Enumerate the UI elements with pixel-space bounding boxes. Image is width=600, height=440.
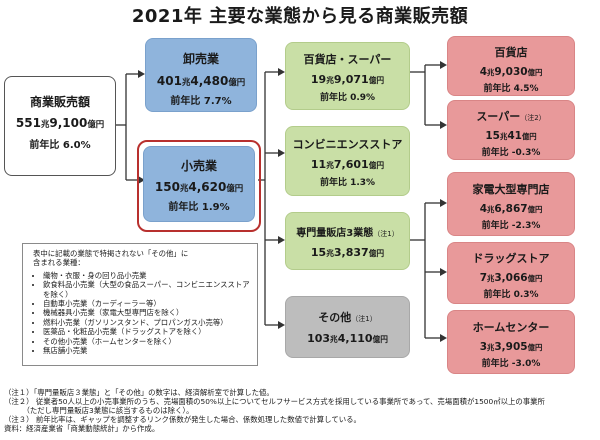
wholesale-yoy: 前年比 7.7% <box>170 96 232 107</box>
electronics-store-amount: 4兆6,867億円 <box>479 203 543 215</box>
dept-super-name: 百貨店・スーパー <box>303 53 392 66</box>
convenience-amount: 11兆7,601億円 <box>310 158 385 171</box>
retail-name: 小売業 <box>180 159 217 173</box>
list-item: 織物・衣服・身の回り品小売業 <box>43 271 251 280</box>
drugstore-name: ドラッグストア <box>472 252 550 265</box>
specialty3-name: 専門量販店3業態（注1） <box>296 228 399 239</box>
electronics-store-box: 家電大型専門店 4兆6,867億円 前年比 -2.3% <box>447 172 575 236</box>
specialty3-amount: 15兆3,837億円 <box>310 246 385 259</box>
total-sales-yoy: 前年比 6.0% <box>29 140 91 151</box>
wholesale-box: 卸売業 401兆4,480億円 前年比 7.7% <box>145 38 257 112</box>
supermarket-amount: 15兆41億円 <box>485 130 537 142</box>
electronics-store-name: 家電大型専門店 <box>472 183 550 196</box>
drugstore-amount: 7兆3,066億円 <box>479 272 543 284</box>
list-item: 飲食料品小売業（大型の食品スーパー、コンビニエンスストア <box>43 280 251 289</box>
other-name: その他（注1） <box>318 311 377 324</box>
list-item: 自動車小売業（カーディーラー等） <box>43 299 251 308</box>
other-amount: 103兆4,110億円 <box>307 332 388 345</box>
supermarket-box: スーパー（注2） 15兆41億円 前年比 -0.3% <box>447 100 575 160</box>
retail-amount: 150兆4,620億円 <box>154 180 244 194</box>
supermarket-yoy: 前年比 -0.3% <box>481 148 541 158</box>
wholesale-amount: 401兆4,480億円 <box>156 74 246 88</box>
convenience-yoy: 前年比 1.3% <box>319 178 376 188</box>
electronics-store-yoy: 前年比 -2.3% <box>481 221 541 231</box>
convenience-box: コンビニエンスストア 11兆7,601億円 前年比 1.3% <box>285 126 410 196</box>
dept-super-yoy: 前年比 0.9% <box>319 93 376 103</box>
retail-highlight-frame <box>137 140 261 232</box>
page-title: 2021年 主要な業態から見る商業販売額 <box>131 6 469 27</box>
dept-super-box: 百貨店・スーパー 19兆9,071億円 前年比 0.9% <box>285 42 410 110</box>
drugstore-yoy: 前年比 0.3% <box>483 290 539 300</box>
note-list: 織物・衣服・身の回り品小売業 飲食料品小売業（大型の食品スーパー、コンビニエンス… <box>33 271 251 356</box>
footnote-3: （注３） 前年比率は、ギャップを調整するリンク係数が発生した場合、係数処理した数… <box>4 415 361 424</box>
department-store-yoy: 前年比 4.5% <box>483 84 539 94</box>
footnote-2-continued: （ただし専門量販店3業態に該当するものは除く）。 <box>4 406 194 415</box>
retail-yoy: 前年比 1.9% <box>168 202 230 213</box>
total-sales-amount: 551兆9,100億円 <box>15 116 105 130</box>
list-item: その他小売業（ホームセンターを除く） <box>43 337 251 346</box>
list-item-continuation: を除く） <box>43 289 73 299</box>
department-store-box: 百貨店 4兆9,030億円 前年比 4.5% <box>447 36 575 96</box>
dept-super-amount: 19兆9,071億円 <box>310 73 385 86</box>
wholesale-name: 卸売業 <box>182 52 219 66</box>
footnote-2: （注２） 従業者50人以上の小売事業所のうち、売場面積の50%以上についてセルフ… <box>4 397 545 406</box>
footnote-1: （注１）「専門量販店３業態」と「その他」の数字は、経済解析室で計算した値。 <box>4 388 274 397</box>
list-item: 機械器具小売業（家電大型専門店を除く） <box>43 308 251 317</box>
source-note: 資料：経済産業省「商業動態統計」から作成。 <box>4 424 160 433</box>
list-item: 無店舗小売業 <box>43 346 251 355</box>
specialty3-box: 専門量販店3業態（注1） 15兆3,837億円 <box>285 212 410 270</box>
list-item: 医薬品・化粧品小売業（ドラッグストアを除く） <box>43 327 251 336</box>
home-center-box: ホームセンター 3兆3,905億円 前年比 -3.0% <box>447 310 575 374</box>
total-sales-box: 商業販売額 551兆9,100億円 前年比 6.0% <box>4 76 116 176</box>
retail-box: 小売業 150兆4,620億円 前年比 1.9% <box>143 146 255 222</box>
convenience-name: コンビニエンスストア <box>292 138 403 151</box>
drugstore-box: ドラッグストア 7兆3,066億円 前年比 0.3% <box>447 242 575 304</box>
total-sales-name: 商業販売額 <box>29 95 90 109</box>
other-box: その他（注1） 103兆4,110億円 <box>285 296 410 358</box>
other-category-note-box: 表中に記載の業態で特掲されない「その他」に 含まれる業種： 織物・衣服・身の回り… <box>22 243 258 366</box>
supermarket-name: スーパー（注2） <box>476 110 546 123</box>
department-store-amount: 4兆9,030億円 <box>479 66 543 78</box>
home-center-yoy: 前年比 -3.0% <box>481 359 541 369</box>
department-store-name: 百貨店 <box>494 46 528 59</box>
note-heading-line2: 含まれる業種： <box>33 258 85 268</box>
home-center-amount: 3兆3,905億円 <box>479 341 543 353</box>
home-center-name: ホームセンター <box>472 321 550 334</box>
list-item: 燃料小売業（ガソリンスタンド、プロパンガス小売等） <box>43 318 251 327</box>
note-heading-line1: 表中に記載の業態で特掲されない「その他」に <box>33 249 189 258</box>
